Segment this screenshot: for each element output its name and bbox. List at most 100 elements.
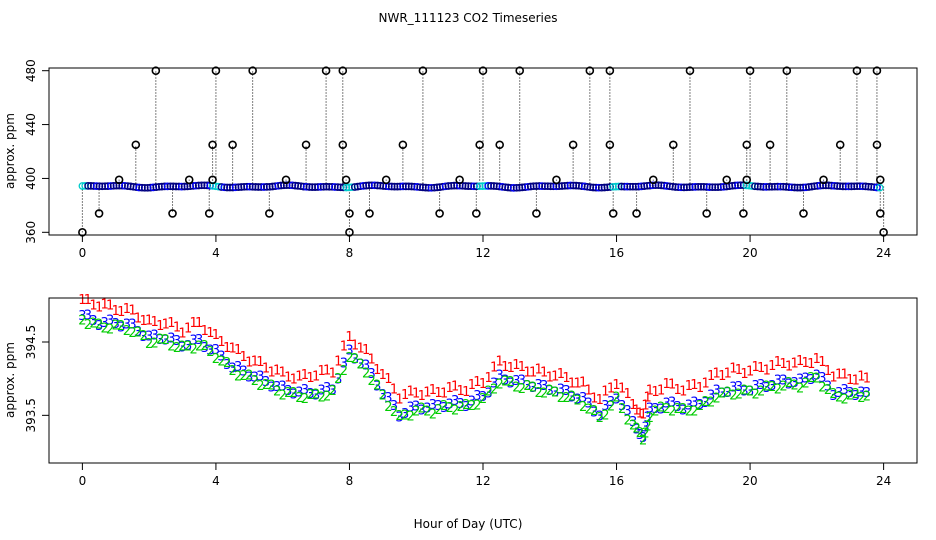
series-1-point: 1 <box>546 371 554 386</box>
baseline-point <box>370 181 379 190</box>
baseline-point <box>856 182 864 191</box>
series-2-point: 2 <box>696 399 704 414</box>
series-2-point: 2 <box>501 375 509 390</box>
baseline-point <box>711 183 720 192</box>
series-2-point: 2 <box>863 390 871 405</box>
spike-point <box>338 66 348 75</box>
series-2-point: 2 <box>534 386 542 401</box>
baseline-point <box>223 183 231 192</box>
baseline-point <box>129 182 138 191</box>
spike-point <box>211 66 221 75</box>
series-3-point: 3 <box>234 360 242 375</box>
baseline-point <box>867 183 876 191</box>
series-2-point: 2 <box>217 355 225 370</box>
series-1-point: 1 <box>317 364 325 379</box>
baseline-point <box>288 181 297 190</box>
series-3-point: 3 <box>644 411 652 426</box>
series-1-point: 1 <box>751 360 759 375</box>
series-1-point: 1 <box>740 367 748 382</box>
series-2-point: 2 <box>774 383 782 398</box>
series-1-point: 1 <box>434 386 442 401</box>
series-1-point: 1 <box>407 384 415 399</box>
series-1-point: 1 <box>117 305 125 320</box>
series-2-point: 2 <box>484 385 492 400</box>
baseline-point <box>132 183 141 192</box>
series-1-point: 1 <box>501 360 509 375</box>
baseline-point <box>95 182 104 191</box>
series-3-point: 3 <box>646 401 654 416</box>
series-2-point: 2 <box>846 389 854 404</box>
baseline-point <box>245 182 254 191</box>
series-1-point: 1 <box>401 388 409 403</box>
series-1-point: 1 <box>484 371 492 386</box>
series-1-point: 1 <box>95 300 103 315</box>
series-2-point: 2 <box>134 325 142 340</box>
series-3-point: 3 <box>857 386 865 401</box>
baseline-point <box>836 182 844 191</box>
series-2-point: 2 <box>718 386 726 401</box>
series-3-point: 3 <box>863 386 871 401</box>
series-1-point: 1 <box>841 368 849 383</box>
series-2-point: 2 <box>284 386 292 401</box>
baseline-point <box>793 183 802 192</box>
series-1-point: 1 <box>362 343 370 358</box>
baseline-point <box>157 182 166 191</box>
chart-title: NWR_111123 CO2 Timeseries <box>379 11 558 25</box>
series-3-point: 3 <box>841 383 849 398</box>
series-1-point: 1 <box>690 378 698 393</box>
series-3-point: 3 <box>573 393 581 408</box>
baseline-point <box>92 182 101 190</box>
series-3-point: 3 <box>139 330 147 345</box>
series-1-point: 1 <box>384 372 392 387</box>
spike-point <box>281 175 291 185</box>
series-2-point: 2 <box>445 401 453 416</box>
baseline-point <box>538 182 546 190</box>
series-1-point: 1 <box>184 322 192 337</box>
baseline-point <box>416 183 424 192</box>
series-3-point: 3 <box>629 415 637 430</box>
x-tick-label: 0 <box>79 474 87 488</box>
series-3-point: 3 <box>596 409 604 424</box>
series-3-point: 3 <box>273 380 281 395</box>
baseline-point <box>603 183 612 192</box>
series-2-point: 2 <box>674 402 682 417</box>
baseline-point <box>214 182 223 191</box>
baseline-point <box>413 183 422 191</box>
baseline-point <box>680 183 688 192</box>
series-1-point: 1 <box>273 364 281 379</box>
series-1-point: 1 <box>390 382 398 397</box>
baseline-point <box>89 182 98 190</box>
series-2-point: 2 <box>245 368 253 383</box>
series-1-point: 1 <box>379 368 387 383</box>
series-1-point: 1 <box>306 371 314 386</box>
series-1-point: 1 <box>195 316 203 331</box>
series-3-point: 3 <box>340 356 348 371</box>
series-2-point: 2 <box>434 403 442 418</box>
series-3-point: 3 <box>718 386 726 401</box>
series-3-point: 3 <box>440 401 448 416</box>
series-3-point: 3 <box>534 378 542 393</box>
baseline-point <box>688 183 697 191</box>
baseline-point <box>421 183 430 192</box>
baseline-point <box>671 183 680 191</box>
series-2-point: 2 <box>518 382 526 397</box>
baseline-point <box>248 182 257 191</box>
spike-point <box>455 175 464 185</box>
baseline-point <box>308 183 317 191</box>
spike-point <box>782 66 792 75</box>
series-3-point: 3 <box>763 381 771 396</box>
series-2-point: 2 <box>557 391 565 406</box>
baseline-point <box>203 181 212 190</box>
series-1-point: 1 <box>123 302 131 317</box>
series-3-point: 3 <box>818 371 826 386</box>
series-2-point: 2 <box>551 386 559 401</box>
series-3-point: 3 <box>112 317 120 332</box>
series-2-point: 2 <box>256 379 264 394</box>
baseline-point <box>566 181 575 190</box>
x-tick-label: 4 <box>212 246 220 260</box>
baseline-point <box>699 182 708 191</box>
series-3-point: 3 <box>668 395 676 410</box>
series-2-point: 2 <box>785 376 793 391</box>
series-1-point: 1 <box>312 370 320 385</box>
